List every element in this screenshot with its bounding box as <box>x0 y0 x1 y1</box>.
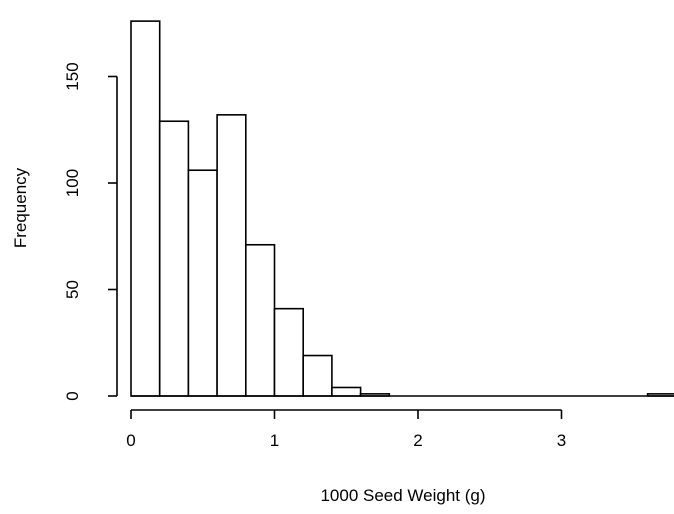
histogram-bar <box>273 307 305 397</box>
x-tick-label: 3 <box>557 431 566 450</box>
histogram-bar <box>158 120 190 397</box>
x-axis: 0 1 2 3 <box>126 409 566 450</box>
y-axis-title: Frequency <box>11 167 30 248</box>
y-axis: 0 50 100 150 <box>63 62 118 401</box>
y-tick-label: 0 <box>63 391 82 400</box>
histogram-bar <box>245 243 276 397</box>
histogram-bars <box>130 20 674 397</box>
x-tick-label: 1 <box>270 431 279 450</box>
histogram-bar <box>331 386 362 397</box>
histogram-bar <box>302 354 333 397</box>
histogram-bar <box>216 114 247 397</box>
x-tick-label: 0 <box>126 431 135 450</box>
x-ticks: 0 1 2 3 <box>126 410 566 450</box>
y-tick-label: 50 <box>63 280 82 299</box>
y-tick-label: 100 <box>63 169 82 197</box>
x-axis-title: 1000 Seed Weight (g) <box>320 486 485 505</box>
histogram-bar <box>187 169 218 397</box>
y-tick-label: 150 <box>63 62 82 90</box>
y-ticks: 0 50 100 150 <box>63 62 117 401</box>
histogram-bar <box>130 20 161 397</box>
x-tick-label: 2 <box>413 431 422 450</box>
